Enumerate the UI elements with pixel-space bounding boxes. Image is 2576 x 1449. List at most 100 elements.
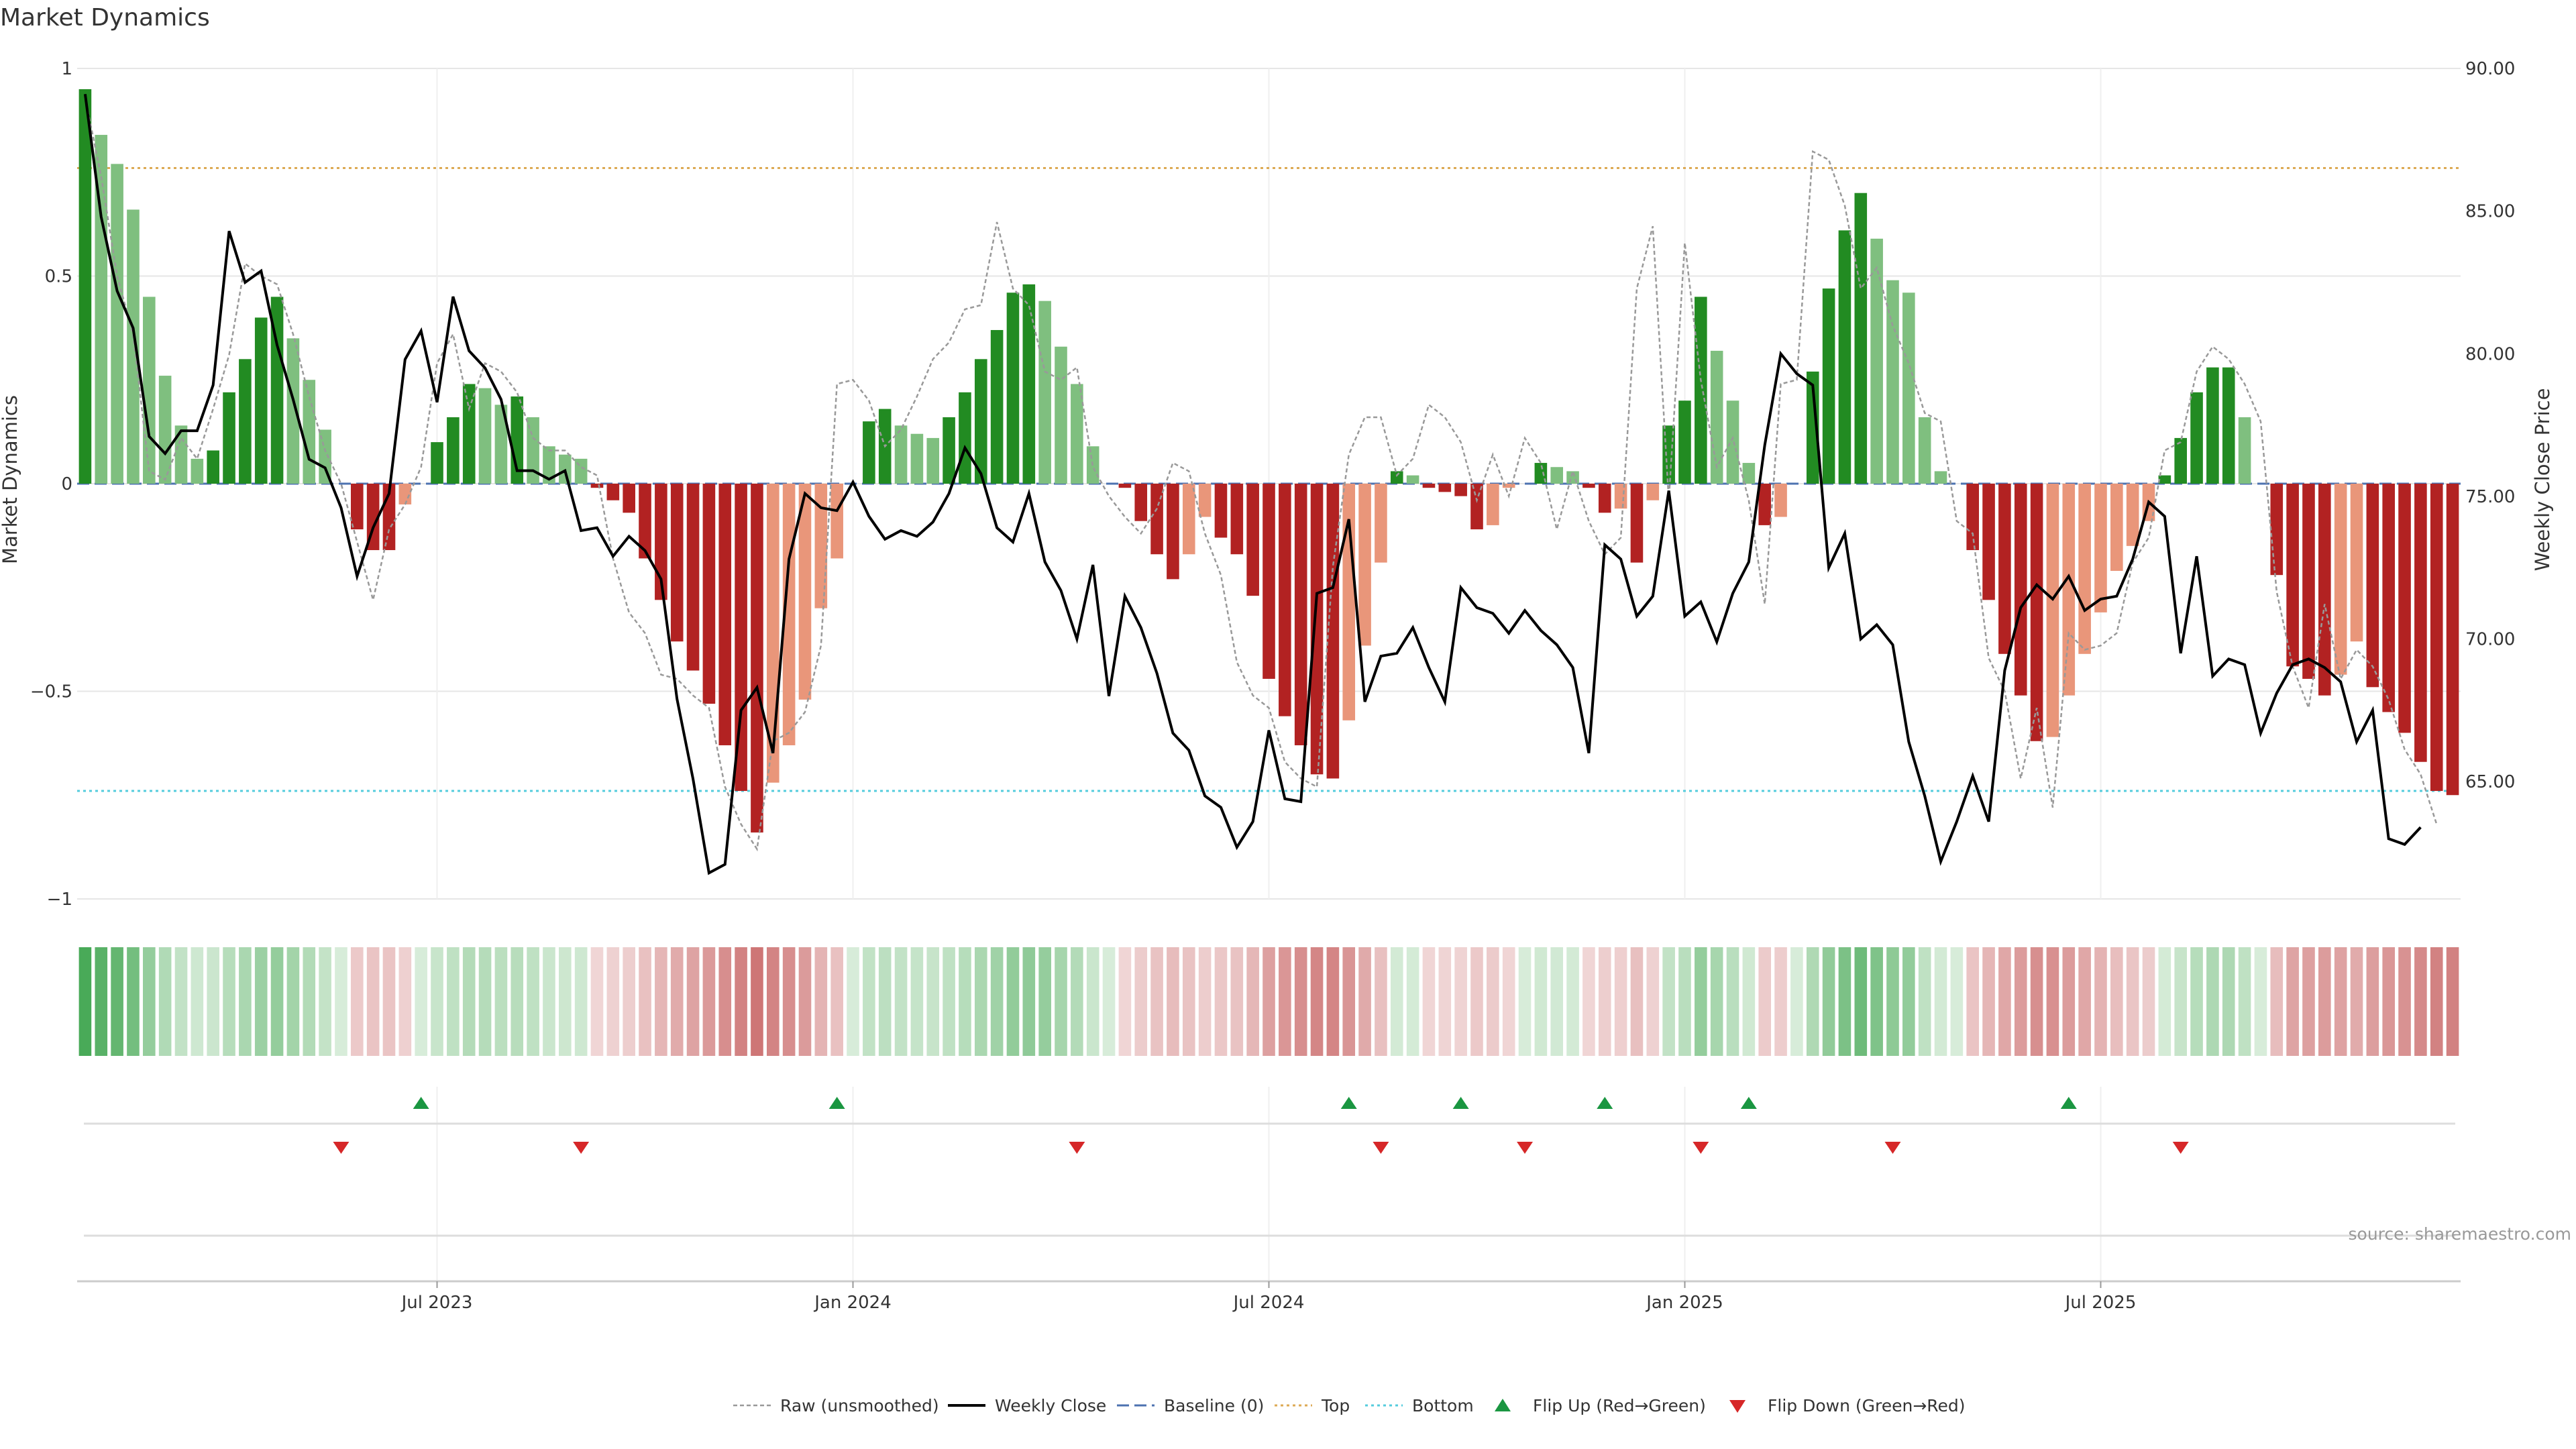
- bars-layer: [78, 89, 2459, 833]
- bar: [590, 484, 604, 488]
- heat-cell: [1838, 947, 1851, 1056]
- heat-cell: [926, 947, 940, 1056]
- bar: [1982, 484, 1995, 600]
- heat-cell: [910, 947, 924, 1056]
- heat-cell: [1438, 947, 1452, 1056]
- bar: [2286, 484, 2299, 667]
- bar: [319, 429, 331, 484]
- right-tick-label: 85.00: [2465, 202, 2515, 222]
- bar: [2094, 484, 2107, 612]
- flip-up-marker: [828, 1097, 845, 1109]
- heat-cell: [543, 947, 555, 1056]
- bar: [2302, 484, 2315, 679]
- legend-label: Raw (unsmoothed): [780, 1396, 939, 1415]
- heat-cell: [1902, 947, 1915, 1056]
- heat-cell: [1566, 947, 1579, 1056]
- x-axis: Jul 2023 Jan 2024 Jul 2024 Jan 2025 Jul 2025: [77, 1280, 2461, 1313]
- bar: [2238, 417, 2251, 484]
- left-tick-label: 0: [61, 474, 72, 494]
- bar: [2334, 484, 2347, 675]
- bar: [1022, 284, 1036, 484]
- heat-cell: [1071, 947, 1083, 1056]
- bar: [1934, 471, 1947, 484]
- heat-cell: [1470, 947, 1483, 1056]
- bar: [2318, 484, 2331, 696]
- flip-down-marker: [1373, 1142, 1389, 1154]
- bar: [494, 405, 508, 484]
- left-tick-label: −1: [47, 890, 72, 910]
- heat-cell: [1182, 947, 1195, 1056]
- heat-cell: [1326, 947, 1340, 1056]
- heat-cell: [335, 947, 347, 1056]
- heat-cell: [574, 947, 588, 1056]
- heat-cell: [415, 947, 427, 1056]
- heat-cell: [2302, 947, 2315, 1056]
- heat-cell: [1487, 947, 1499, 1056]
- heat-cell: [158, 947, 172, 1056]
- heat-cell: [1998, 947, 2011, 1056]
- heat-cell: [1966, 947, 1980, 1056]
- bar: [2030, 484, 2043, 741]
- heat-cell: [2222, 947, 2235, 1056]
- heat-cell: [1310, 947, 1324, 1056]
- bar: [1358, 484, 1371, 646]
- heat-cell: [1454, 947, 1467, 1056]
- bar: [2078, 484, 2091, 654]
- heat-cell: [1022, 947, 1036, 1056]
- heat-cell: [814, 947, 828, 1056]
- heat-cell: [2238, 947, 2251, 1056]
- bar: [447, 417, 460, 484]
- bar: [1438, 484, 1452, 492]
- bar: [1487, 484, 1499, 525]
- bar: [1966, 484, 1980, 551]
- heat-cell: [1006, 947, 1020, 1056]
- flip-up-marker: [1740, 1097, 1757, 1109]
- weekly-close-line: [83, 94, 2422, 875]
- bar: [2158, 475, 2171, 484]
- bar: [1582, 484, 1595, 488]
- right-tick-label: 90.00: [2465, 59, 2515, 79]
- flip-down-marker: [1517, 1142, 1534, 1154]
- bar: [2126, 484, 2139, 546]
- flip-down-marker: [573, 1142, 590, 1154]
- bar: [606, 484, 620, 500]
- flip-down-marker: [2172, 1142, 2189, 1154]
- bar: [1630, 484, 1644, 563]
- heat-cell: [943, 947, 955, 1056]
- bar: [1422, 484, 1436, 488]
- right-axis-label: Weekly Close Price: [2531, 388, 2554, 572]
- bar: [1406, 475, 1419, 484]
- bar: [894, 425, 908, 484]
- bar: [1263, 484, 1275, 679]
- bar: [718, 484, 732, 745]
- heat-cell: [1118, 947, 1132, 1056]
- flip-down-marker: [1693, 1142, 1709, 1154]
- heat-cell: [431, 947, 443, 1056]
- bar: [2190, 392, 2203, 484]
- bar: [2110, 484, 2123, 571]
- heat-cell: [670, 947, 684, 1056]
- bar: [350, 484, 364, 530]
- left-axis-label: Market Dynamics: [0, 395, 21, 564]
- heat-cell: [1982, 947, 1995, 1056]
- heat-cell: [2254, 947, 2267, 1056]
- bar: [670, 484, 684, 642]
- heat-cell: [590, 947, 604, 1056]
- heat-cell: [766, 947, 780, 1056]
- heat-cell: [894, 947, 908, 1056]
- heat-cell: [1167, 947, 1179, 1056]
- heat-cell: [2046, 947, 2059, 1056]
- heat-cell: [1774, 947, 1787, 1056]
- bar: [814, 484, 828, 608]
- heat-cell: [1055, 947, 1067, 1056]
- heat-cell: [1854, 947, 1868, 1056]
- heat-cell: [1198, 947, 1212, 1056]
- heat-cell: [1742, 947, 1756, 1056]
- heat-cell: [782, 947, 796, 1056]
- heat-cell: [1726, 947, 1739, 1056]
- bar: [1214, 484, 1228, 538]
- bar: [2430, 484, 2443, 792]
- axis-layer: 1 0.5 0 −0.5 −1 90.00 85.00 80.00 75.00 70.00 65.0…: [30, 59, 2516, 910]
- heat-cell: [1502, 947, 1515, 1056]
- bar: [1726, 400, 1739, 484]
